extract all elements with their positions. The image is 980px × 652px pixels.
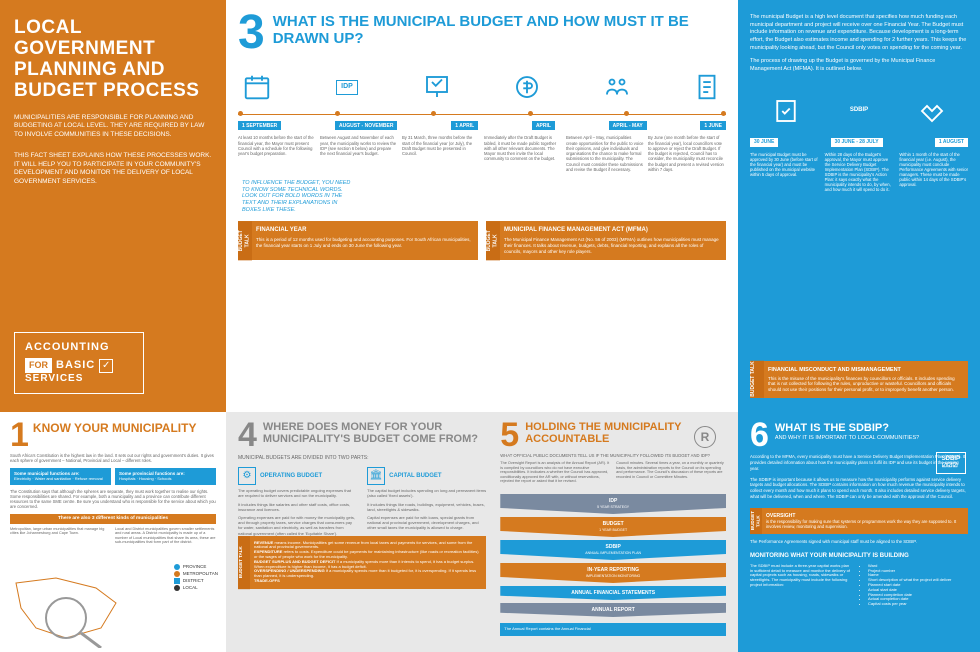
section-1: 1 KNOW YOUR MUNICIPALITY South Africa's … bbox=[0, 412, 226, 652]
monitoring-list: Ward Project number Name Short descripti… bbox=[860, 564, 968, 607]
budget-talk-mfma: BUDGET TALK MUNICIPAL FINANCE MANAGEMENT… bbox=[486, 221, 726, 260]
gear-icon: ⚙ bbox=[238, 467, 256, 485]
timeline-icons: IDP bbox=[240, 70, 724, 104]
idp-icon: IDP bbox=[330, 70, 364, 104]
budget-talk-oversight: BUDGET TALK OVERSIGHT is the responsibil… bbox=[750, 508, 968, 534]
map-legend: PROVINCE METROPOLITAN DISTRICT LOCAL bbox=[174, 564, 218, 592]
budget-talk-definitions: BUDGET TALK REVENUE means income. Munici… bbox=[238, 536, 486, 589]
presentation-icon bbox=[420, 70, 454, 104]
section-title: WHAT IS THE MUNICIPAL BUDGET AND HOW MUS… bbox=[273, 14, 726, 47]
money-icon bbox=[510, 70, 544, 104]
accounting-badge: ACCOUNTING FOR BASIC ✓ SERVICES bbox=[14, 332, 144, 394]
section-6: 6 WHAT IS THE SDBIP? AND WHY IT IS IMPOR… bbox=[738, 412, 980, 652]
timeline-months: 1 SEPTEMBER AUGUST - NOVEMBER 1 APRIL AP… bbox=[238, 121, 726, 130]
budget-desc-2: The process of drawing up the Budget is … bbox=[750, 58, 968, 73]
sidebar: LOCAL GOVERNMENT PLANNING AND BUDGET PRO… bbox=[0, 0, 226, 412]
budget-desc-1: The municipal Budget is a high level doc… bbox=[750, 14, 968, 52]
registered-icon: R bbox=[694, 426, 716, 448]
timeline-descriptions: At least 10 months before the start of t… bbox=[238, 135, 726, 172]
section-3: 3 WHAT IS THE MUNICIPAL BUDGET AND HOW M… bbox=[226, 0, 738, 412]
handshake-icon bbox=[915, 94, 949, 128]
handwritten-note: TO INFLUENCE THE BUDGET, YOU NEED TO KNO… bbox=[242, 180, 352, 213]
section-3-cont: The municipal Budget is a high level doc… bbox=[738, 0, 980, 412]
section-number: 3 bbox=[238, 14, 265, 52]
budget-talk-misconduct: BUDGET TALK FINANCIAL MISCONDUCT AND MIS… bbox=[750, 361, 968, 398]
building-icon: 🏛 bbox=[367, 467, 385, 485]
section-5: R 5 HOLDING THE MUNICIPALITY ACCOUNTABLE… bbox=[500, 422, 726, 642]
page: LOCAL GOVERNMENT PLANNING AND BUDGET PRO… bbox=[0, 0, 980, 652]
calendar-icon bbox=[240, 70, 274, 104]
sidebar-para-1: MUNICIPALITIES ARE RESPONSIBLE FOR PLANN… bbox=[14, 114, 212, 140]
section-4: 4 WHERE DOES MONEY FOR YOUR MUNICIPALITY… bbox=[238, 422, 486, 642]
main-title: LOCAL GOVERNMENT PLANNING AND BUDGET PRO… bbox=[14, 18, 212, 102]
sidebar-para-2: THIS FACT SHEET EXPLAINS HOW THESE PROCE… bbox=[14, 152, 212, 187]
section-4-5: 4 WHERE DOES MONEY FOR YOUR MUNICIPALITY… bbox=[226, 412, 738, 652]
oversight-flow: IDP5 YEAR STRATEGY BUDGET1 YEAR BUDGET S… bbox=[500, 494, 726, 617]
check-icon: ✓ bbox=[99, 359, 113, 373]
municipal-functions: Some municipal functions are:Electricity… bbox=[10, 468, 111, 485]
sdbip-badge-icon: SDBIP☑☑☑ bbox=[936, 452, 966, 474]
timeline bbox=[238, 114, 726, 115]
sdbip-icon: SDBIP bbox=[842, 94, 876, 128]
document-icon bbox=[690, 70, 724, 104]
provincial-functions: Some provincial functions are:Hospitals … bbox=[115, 468, 216, 485]
approve-icon bbox=[769, 94, 803, 128]
sa-map-icon bbox=[6, 573, 136, 648]
people-icon bbox=[600, 70, 634, 104]
budget-talk-financial-year: BUDGET TALK FINANCIAL YEAR This is a per… bbox=[238, 221, 478, 260]
